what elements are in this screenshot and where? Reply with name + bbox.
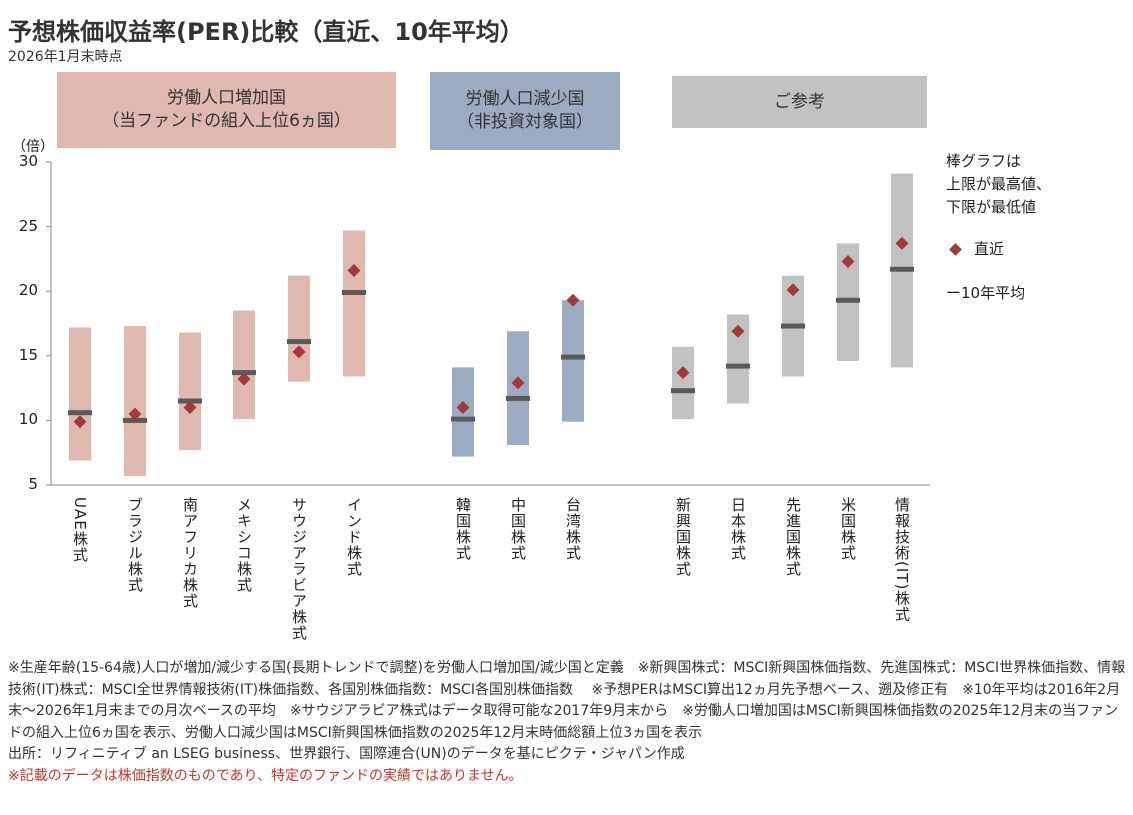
range-bar bbox=[124, 326, 146, 476]
recent-marker bbox=[347, 264, 361, 278]
range-bar bbox=[69, 327, 91, 461]
legend-avg-label: ー10年平均 bbox=[946, 284, 1026, 302]
x-category-label: メキシコ株式 bbox=[235, 497, 253, 593]
range-bar bbox=[343, 230, 365, 377]
group-header-reference: ご参考 bbox=[672, 76, 927, 128]
chart-title: 予想株価収益率(PER)比較（直近、10年平均） bbox=[8, 18, 524, 46]
legend-bar-note: 棒グラフは 上限が最高値、 下限が最低値 bbox=[946, 150, 1051, 219]
legend-recent-label: 直近 bbox=[974, 240, 1005, 258]
x-category-label: ブラジル株式 bbox=[126, 497, 144, 593]
avg-marker bbox=[781, 323, 805, 329]
y-tick-label: 30 bbox=[18, 152, 38, 170]
x-category-label: 韓国株式 bbox=[454, 497, 472, 561]
range-bar bbox=[233, 310, 255, 420]
x-category-label: サウジアラビア株式 bbox=[290, 497, 308, 641]
footnote-source: 出所：リフィニティブ an LSEG business、世界銀行、国際連合(UN… bbox=[8, 746, 685, 762]
y-tick-label: 10 bbox=[18, 410, 38, 429]
avg-marker bbox=[726, 363, 750, 369]
x-category-label: 中国株式 bbox=[509, 497, 527, 561]
y-axis-unit: （倍） bbox=[12, 139, 54, 155]
recent-marker bbox=[456, 400, 470, 414]
avg-marker bbox=[451, 416, 475, 422]
range-bar bbox=[562, 300, 584, 422]
x-category-label: 情報技術(IT)株式 bbox=[893, 497, 911, 623]
recent-marker bbox=[128, 407, 142, 421]
legend-note-line: 上限が最高値、 bbox=[946, 175, 1052, 193]
recent-marker bbox=[237, 372, 251, 386]
x-category-label: インド株式 bbox=[345, 497, 363, 577]
recent-marker bbox=[895, 236, 909, 250]
x-category-label: 日本株式 bbox=[729, 497, 747, 561]
range-bar bbox=[288, 275, 310, 382]
group-header-declining: 労働人口減少国 （非投資対象国） bbox=[430, 72, 620, 150]
y-tick-label: 5 bbox=[28, 475, 38, 493]
recent-marker bbox=[786, 283, 800, 297]
group-sublabel: （非投資対象国） bbox=[457, 112, 593, 132]
diamond-marker-icon bbox=[949, 243, 962, 256]
avg-marker bbox=[561, 354, 585, 360]
recent-marker bbox=[566, 293, 580, 307]
avg-marker bbox=[671, 388, 695, 394]
footnote-definitions: ※生産年齢(15-64歳)人口が増加/減少する国(長期トレンドで調整)を労働人口… bbox=[8, 660, 1126, 741]
recent-marker bbox=[73, 415, 87, 429]
group-label: 労働人口減少国 bbox=[465, 89, 585, 110]
range-bar bbox=[672, 346, 694, 420]
legend-note-line: 棒グラフは bbox=[946, 152, 1022, 170]
range-bar bbox=[727, 314, 749, 404]
avg-marker bbox=[506, 395, 530, 401]
legend-avg: ー10年平均 bbox=[946, 282, 1025, 305]
avg-marker bbox=[836, 297, 860, 303]
recent-marker bbox=[183, 400, 197, 414]
x-category-label: 先進国株式 bbox=[784, 497, 802, 577]
x-category-label: 新興国株式 bbox=[674, 497, 692, 577]
y-tick-label: 20 bbox=[18, 281, 38, 300]
recent-marker bbox=[292, 345, 306, 359]
footnote-warning: ※記載のデータは株価指数のものであり、特定のファンドの実績ではありません。 bbox=[8, 767, 523, 784]
group-label: 労働人口増加国 bbox=[167, 88, 286, 109]
group-label: ご参考 bbox=[774, 91, 825, 112]
avg-marker bbox=[342, 289, 366, 295]
group-header-growing: 労働人口増加国 （当ファンドの組入上位6ヵ国） bbox=[57, 72, 396, 148]
footnotes: ※生産年齢(15-64歳)人口が増加/減少する国(長期トレンドで調整)を労働人口… bbox=[8, 658, 1128, 787]
y-tick-label: 15 bbox=[18, 345, 38, 364]
y-tick-label: 25 bbox=[18, 216, 38, 235]
recent-marker bbox=[676, 366, 690, 380]
legend-recent: 直近 bbox=[946, 238, 1004, 261]
range-bar bbox=[179, 332, 201, 451]
group-sublabel: （当ファンドの組入上位6ヵ国） bbox=[102, 111, 351, 131]
x-category-label: 南アフリカ株式 bbox=[181, 497, 199, 609]
avg-marker bbox=[890, 266, 914, 272]
recent-marker bbox=[841, 254, 855, 268]
chart-subtitle: 2026年1月末時点 bbox=[8, 49, 123, 65]
recent-marker bbox=[731, 324, 745, 338]
x-category-label: 台湾株式 bbox=[564, 497, 582, 561]
legend-note-line: 下限が最低値 bbox=[946, 198, 1037, 216]
x-category-label: UAE株式 bbox=[71, 497, 89, 563]
avg-marker bbox=[287, 339, 311, 345]
avg-marker bbox=[68, 410, 92, 416]
x-category-label: 米国株式 bbox=[839, 497, 857, 561]
recent-marker bbox=[511, 376, 525, 390]
